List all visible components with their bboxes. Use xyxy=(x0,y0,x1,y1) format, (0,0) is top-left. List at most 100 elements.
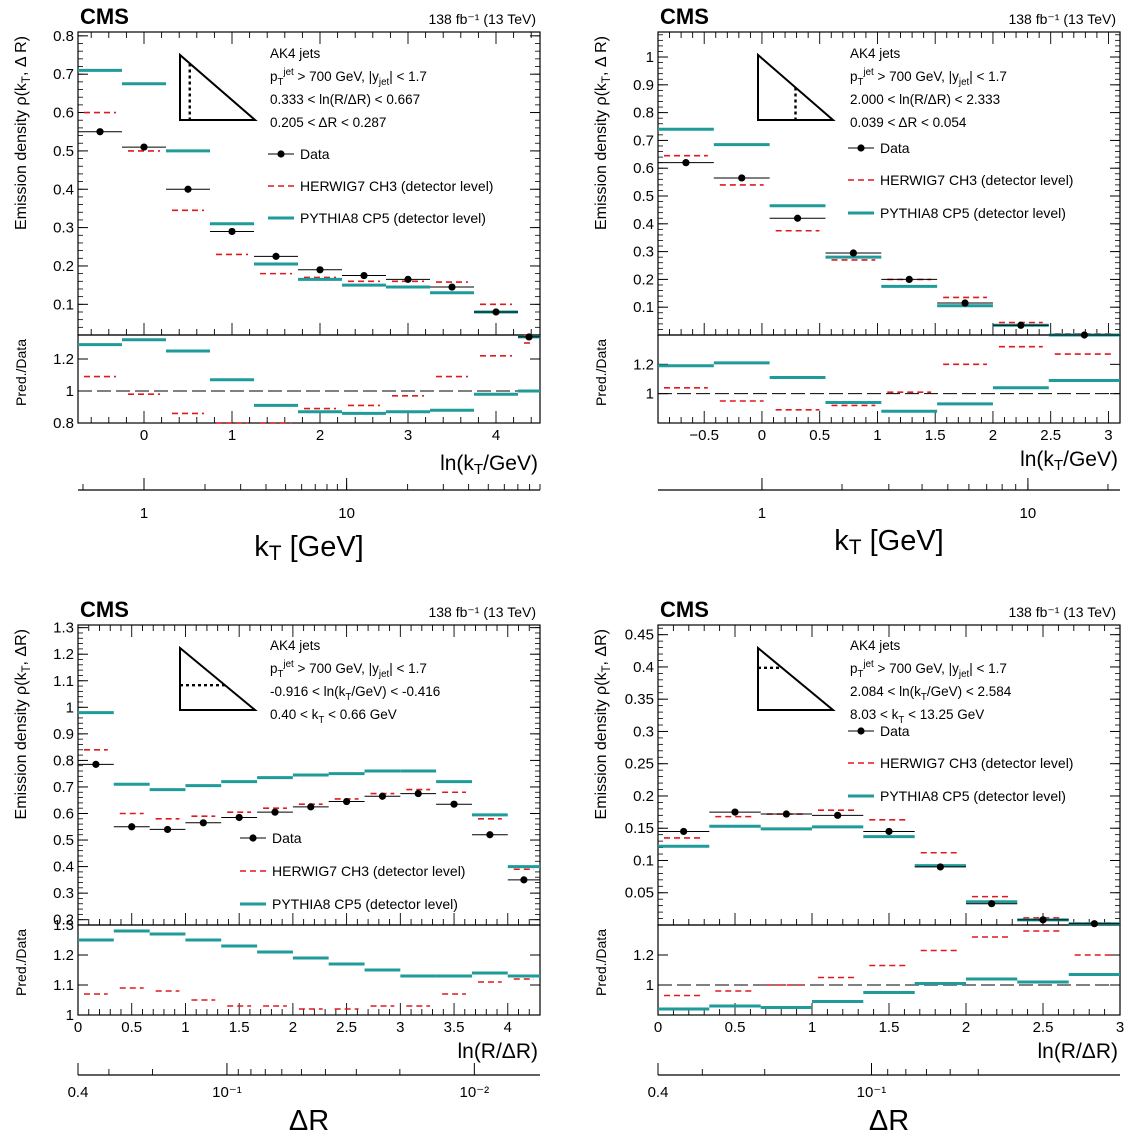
legend-data-label: Data xyxy=(300,146,330,162)
x-tick-label: 3 xyxy=(396,1019,404,1036)
annotation-line: pT​jet​ > 700 GeV, |yjet​| < 1.7 xyxy=(270,67,427,88)
data-point xyxy=(961,299,968,306)
data-point xyxy=(128,823,135,830)
y-tick-label: 0.8 xyxy=(53,28,74,45)
y-tick-label: 0.2 xyxy=(53,258,74,275)
annotation-line: AK4 jets xyxy=(270,46,321,61)
x-tick-label: 1.5 xyxy=(925,427,946,444)
ratio-frame xyxy=(78,925,540,1015)
y-tick-label: 0.8 xyxy=(633,105,654,122)
data-point xyxy=(492,308,499,315)
y-tick-label: 0.6 xyxy=(633,160,654,177)
y-tick-label: 0.3 xyxy=(633,244,654,261)
x-tick-label: 3 xyxy=(1116,1019,1124,1036)
secondary-tick-label: 1 xyxy=(140,505,148,522)
x-tick-label: 3 xyxy=(1104,427,1112,444)
x-axis-title: ln(R/ΔR) xyxy=(1037,1040,1118,1063)
ratio-axis-title: Pred./Data xyxy=(13,929,29,996)
data-point xyxy=(448,283,455,290)
legend-data-marker xyxy=(277,150,284,157)
ratio-tick-label: 1.2 xyxy=(53,351,74,368)
data-point xyxy=(379,793,386,800)
cms-label: CMS xyxy=(80,4,129,29)
y-tick-label: 0.4 xyxy=(633,659,654,676)
secondary-tick-label: 10⁻¹ xyxy=(857,1084,887,1101)
ratio-tick-label: 1 xyxy=(66,383,74,400)
legend-data-label: Data xyxy=(272,830,302,846)
annotation-line: pT​jet​ > 700 GeV, |yjet​| < 1.7 xyxy=(850,67,1007,88)
y-tick-label: 0.9 xyxy=(53,726,74,743)
data-point xyxy=(1039,916,1046,923)
data-point xyxy=(271,809,278,816)
x-tick-label: 2 xyxy=(316,427,324,444)
y-axis-title: Emission density ρ(kT​, Δ R) xyxy=(593,36,613,230)
annotation-line: 0.333 < ln(R/ΔR) < 0.667 xyxy=(270,92,420,107)
y-axis-title: Emission density ρ(kT​, ΔR) xyxy=(593,629,613,819)
data-point xyxy=(164,826,171,833)
x-tick-label: 1.5 xyxy=(229,1019,250,1036)
ratio-tick-label: 1.2 xyxy=(633,356,654,373)
data-point xyxy=(525,333,532,340)
annotation-line: 0.039 < ΔR < 0.054 xyxy=(850,115,967,130)
x-tick-label: 1 xyxy=(228,427,236,444)
y-tick-label: 0.8 xyxy=(53,752,74,769)
data-point xyxy=(96,128,103,135)
data-point xyxy=(850,249,857,256)
data-point xyxy=(680,828,687,835)
lumi-label: 138 fb⁻¹ (13 TeV) xyxy=(428,604,536,620)
data-point xyxy=(450,801,457,808)
annotation-line: 2.000 < ln(R/ΔR) < 2.333 xyxy=(850,92,1000,107)
x-tick-label: 2.5 xyxy=(1040,427,1061,444)
data-point xyxy=(486,831,493,838)
x-tick-label: 1.5 xyxy=(879,1019,900,1036)
panel-bottom-left: CMS 138 fb⁻¹ (13 TeV)0.20.30.40.50.60.70.… xyxy=(13,597,540,1135)
data-point xyxy=(885,828,892,835)
legend-pythia-label: PYTHIA8 CP5 (detector level) xyxy=(300,210,486,226)
x-tick-label: 0 xyxy=(654,1019,662,1036)
secondary-tick-label: 0.4 xyxy=(648,1084,669,1101)
y-tick-label: 0.6 xyxy=(53,105,74,122)
legend-herwig-label: HERWIG7 CH3 (detector level) xyxy=(272,863,465,879)
legend-data-marker xyxy=(857,727,864,734)
ratio-axis-title: Pred./Data xyxy=(593,929,609,996)
y-tick-label: 0.3 xyxy=(53,220,74,237)
data-point xyxy=(343,798,350,805)
data-point xyxy=(738,174,745,181)
data-point xyxy=(731,808,738,815)
data-point xyxy=(236,814,243,821)
legend-data-marker xyxy=(249,834,256,841)
secondary-tick-label: 10⁻¹ xyxy=(212,1084,242,1101)
x-tick-label: 1 xyxy=(808,1019,816,1036)
lumi-label: 138 fb⁻¹ (13 TeV) xyxy=(1008,11,1116,27)
y-tick-label: 0.6 xyxy=(53,805,74,822)
y-tick-label: 0.7 xyxy=(53,66,74,83)
ratio-tick-label: 1.2 xyxy=(53,947,74,964)
data-point xyxy=(200,819,207,826)
legend-herwig-label: HERWIG7 CH3 (detector level) xyxy=(300,178,493,194)
x-tick-label: 4 xyxy=(504,1019,512,1036)
x-tick-label: 0.5 xyxy=(725,1019,746,1036)
data-point xyxy=(307,803,314,810)
y-tick-label: 0.2 xyxy=(633,788,654,805)
lumi-label: 138 fb⁻¹ (13 TeV) xyxy=(428,11,536,27)
data-point xyxy=(794,215,801,222)
x-tick-label: 0.5 xyxy=(809,427,830,444)
data-point xyxy=(988,900,995,907)
secondary-tick-label: 10⁻² xyxy=(460,1084,490,1101)
y-tick-label: 0.9 xyxy=(633,77,654,94)
legend-data-marker xyxy=(857,144,864,151)
data-point xyxy=(360,272,367,279)
ratio-axis-title: Pred./Data xyxy=(593,339,609,406)
ratio-tick-label: 1.2 xyxy=(633,947,654,964)
annotation-line: pT​jet​ > 700 GeV, |yjet​| < 1.7 xyxy=(850,659,1007,680)
lumi-label: 138 fb⁻¹ (13 TeV) xyxy=(1008,604,1116,620)
y-tick-label: 0.3 xyxy=(53,885,74,902)
y-tick-label: 0.4 xyxy=(633,216,654,233)
x-tick-label: 0 xyxy=(140,427,148,444)
ratio-tick-label: 1 xyxy=(646,977,654,994)
y-tick-label: 0.15 xyxy=(625,820,654,837)
secondary-tick-label: 1 xyxy=(758,505,766,522)
legend-pythia-label: PYTHIA8 CP5 (detector level) xyxy=(272,896,458,912)
legend-herwig-label: HERWIG7 CH3 (detector level) xyxy=(880,755,1073,771)
